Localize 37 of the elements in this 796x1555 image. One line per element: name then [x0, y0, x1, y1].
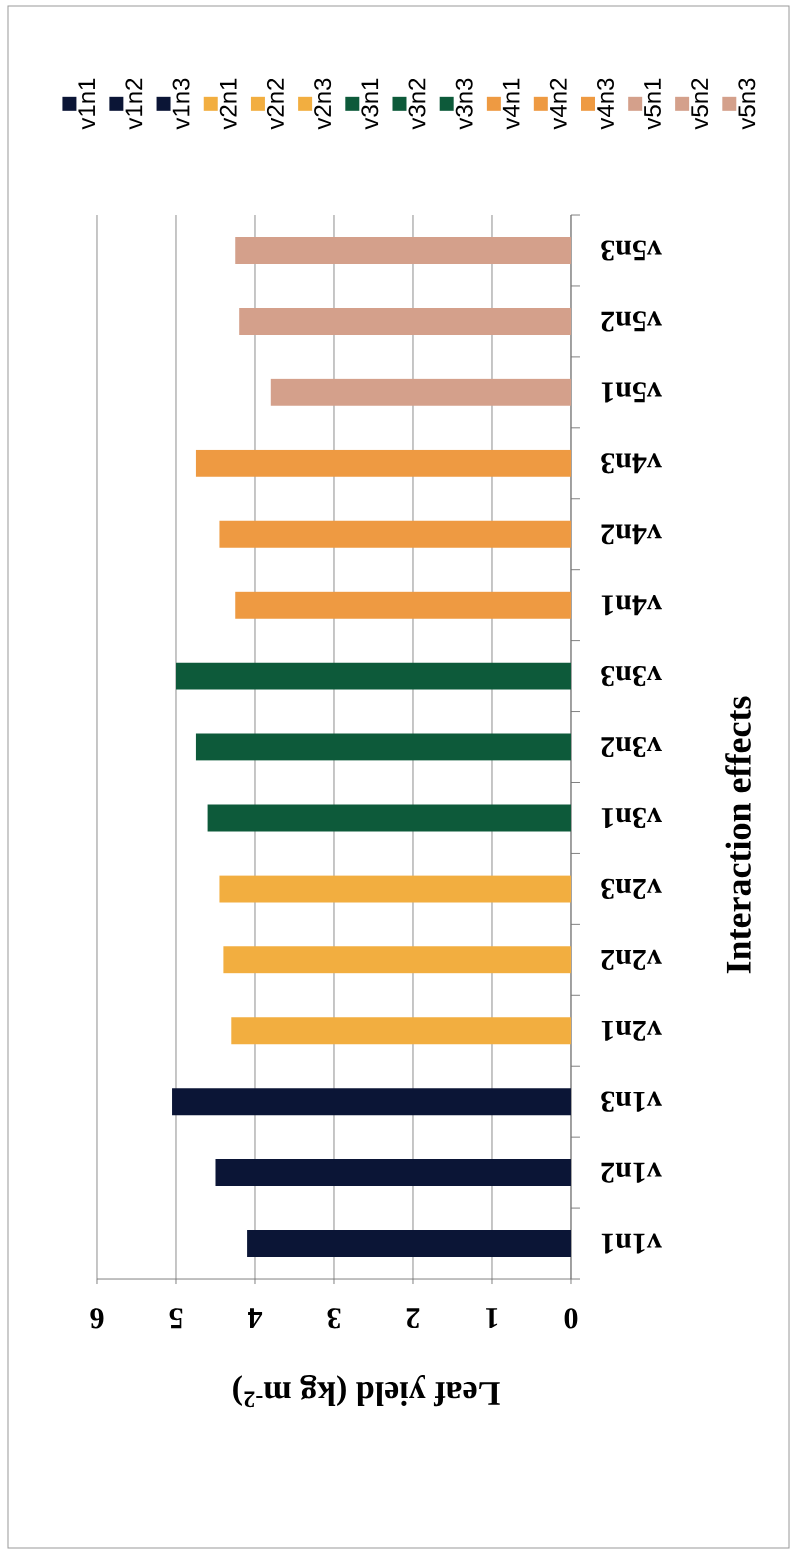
y-tick-label: v5n1 — [601, 382, 662, 403]
x-tick-label: 5 — [169, 1308, 183, 1329]
legend-label: v3n2 — [408, 78, 426, 130]
y-tick-label: v4n2 — [601, 524, 662, 545]
legend-label: v1n3 — [172, 78, 190, 130]
y-tick-label: v4n1 — [601, 595, 662, 616]
y-tick-label: v1n1 — [601, 1233, 662, 1254]
y-tick-label: v1n2 — [601, 1162, 662, 1183]
legend-label: v5n2 — [691, 78, 709, 130]
legend-label: v2n2 — [266, 78, 284, 130]
y-tick-label: v5n2 — [601, 311, 662, 332]
y-tick-label: v4n3 — [601, 453, 662, 474]
legend-label: v2n1 — [219, 78, 237, 130]
y-tick-label: v5n3 — [601, 240, 662, 261]
x-axis-title: Leaf yield (kg m$^{-2}$) — [233, 1374, 500, 1408]
y-tick-label: v3n3 — [601, 666, 662, 687]
y-tick-label: v2n3 — [601, 878, 662, 899]
legend-label: v4n2 — [549, 78, 567, 130]
legend-label: v2n3 — [314, 78, 332, 130]
x-tick-label: 4 — [248, 1308, 263, 1328]
x-tick-label: 6 — [90, 1308, 104, 1329]
legend-label: v1n1 — [78, 78, 95, 130]
y-tick-label: v1n3 — [601, 1091, 662, 1112]
x-tick-label: 2 — [406, 1308, 420, 1329]
y-tick-label: v3n1 — [601, 807, 662, 829]
y-tick-label: v3n2 — [601, 736, 662, 758]
legend-label: v3n3 — [455, 78, 473, 130]
x-tick-label: 3 — [327, 1308, 341, 1329]
y-tick-label: v2n1 — [601, 1020, 662, 1041]
legend-label: v3n1 — [361, 78, 379, 130]
legend-label: v4n1 — [502, 78, 520, 130]
y-tick-label: v2n2 — [601, 949, 662, 970]
y-axis-title: Interaction effects — [725, 696, 751, 974]
legend-label: v5n3 — [738, 78, 756, 130]
x-tick-label: 0 — [564, 1308, 578, 1329]
legend-label: v1n2 — [125, 78, 143, 130]
x-tick-label: 1 — [486, 1308, 498, 1329]
